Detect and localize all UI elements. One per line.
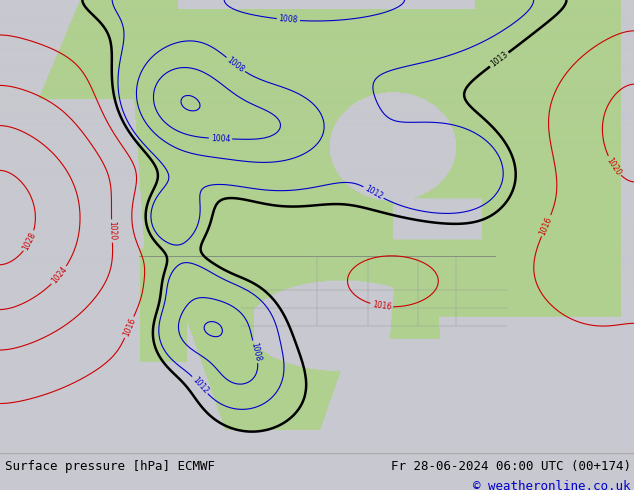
Text: 1020: 1020	[605, 156, 623, 177]
Text: Surface pressure [hPa] ECMWF: Surface pressure [hPa] ECMWF	[5, 460, 215, 473]
Text: 1016: 1016	[538, 215, 554, 236]
Text: 1024: 1024	[49, 265, 69, 286]
Text: © weatheronline.co.uk: © weatheronline.co.uk	[474, 480, 631, 490]
Text: 1016: 1016	[121, 317, 137, 338]
Text: 1013: 1013	[489, 50, 510, 69]
Text: 1008: 1008	[278, 15, 299, 25]
Text: Fr 28-06-2024 06:00 UTC (00+174): Fr 28-06-2024 06:00 UTC (00+174)	[391, 460, 631, 473]
Text: 1016: 1016	[372, 300, 392, 312]
Text: 1028: 1028	[22, 230, 38, 252]
Text: 1004: 1004	[210, 134, 230, 144]
Text: 1012: 1012	[190, 375, 210, 395]
Text: 1008: 1008	[249, 342, 262, 362]
Text: 1008: 1008	[225, 55, 246, 74]
Text: 1012: 1012	[363, 184, 384, 201]
Text: 1020: 1020	[107, 221, 117, 241]
